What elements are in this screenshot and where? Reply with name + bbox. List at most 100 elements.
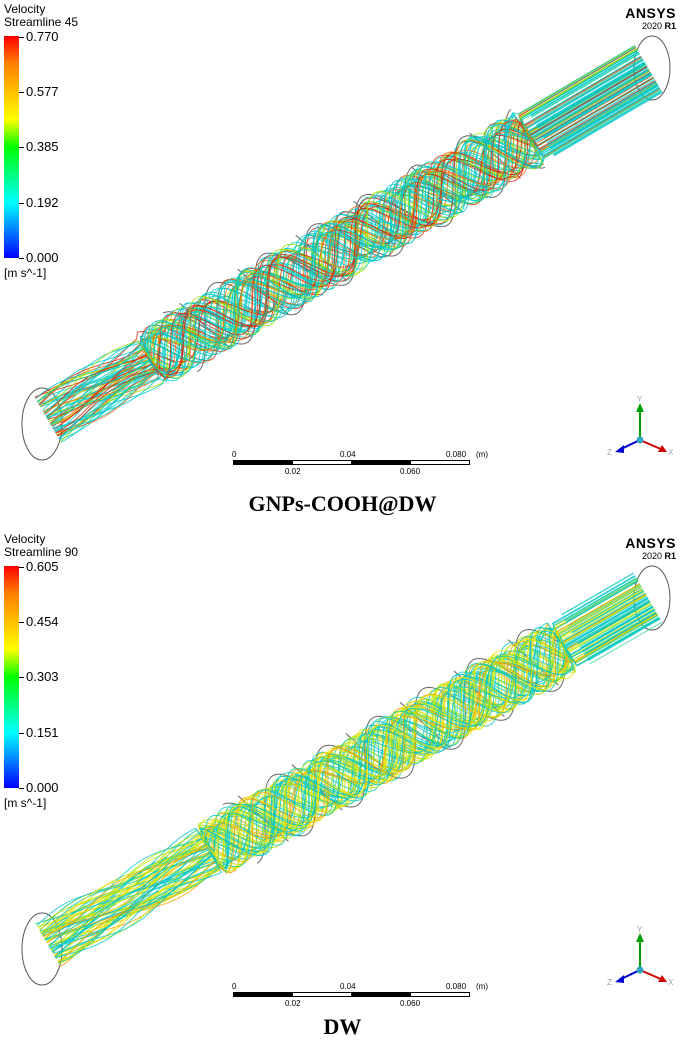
scale-segment	[410, 460, 470, 465]
streamline	[587, 617, 660, 660]
velocity-colorbar	[4, 566, 19, 788]
streamline-plot	[21, 565, 671, 986]
streamline	[56, 82, 658, 436]
streamline	[42, 579, 638, 936]
axis-y-label: Y	[637, 395, 643, 404]
scale-unit: (m)	[476, 982, 488, 991]
streamline	[531, 53, 640, 118]
scale-label: 0.060	[400, 467, 421, 476]
streamline	[565, 579, 638, 622]
scale-segment	[410, 992, 470, 997]
scale-segment	[292, 992, 352, 997]
streamline	[39, 45, 636, 407]
scale-label: 0.060	[400, 999, 421, 1008]
scale-bar: 0 0.04 0.080 (m) 0.02 0.060	[232, 982, 493, 1022]
streamline	[50, 67, 648, 426]
axis-triad-icon: Y X Z	[607, 395, 674, 457]
streamline	[527, 46, 637, 111]
legend-tick: 0.151	[19, 725, 59, 740]
brand-name: ANSYS	[625, 535, 676, 551]
legend-units: [m s^-1]	[4, 266, 47, 280]
legend-title: Velocity Streamline 45	[4, 3, 78, 29]
streamline	[58, 615, 659, 965]
streamline	[35, 575, 636, 925]
streamline	[587, 618, 661, 662]
cfd-panel-gnps: Velocity Streamline 45 0.770 0.577 0.385…	[0, 0, 685, 490]
axis-z-label: Z	[607, 448, 612, 457]
scale-bar: 0 0.04 0.080 (m) 0.02 0.060	[232, 450, 493, 490]
streamline	[58, 83, 658, 439]
streamline	[584, 612, 657, 655]
streamline	[42, 586, 642, 936]
streamline	[532, 55, 642, 120]
streamline	[57, 613, 658, 963]
scale-label: 0	[232, 982, 237, 991]
figure-caption: GNPs-COOH@DW	[248, 491, 437, 516]
streamline	[580, 605, 653, 649]
legend-variable: Velocity	[4, 532, 46, 546]
brand-name: ANSYS	[625, 5, 676, 21]
streamline	[543, 73, 652, 139]
scale-segment	[351, 460, 411, 465]
ansys-logo: ANSYS 2020 R1	[625, 536, 676, 562]
streamline	[46, 70, 651, 418]
streamline	[580, 606, 654, 649]
streamline	[565, 580, 639, 623]
streamline	[42, 583, 641, 937]
streamline	[531, 52, 640, 118]
streamline	[571, 590, 645, 634]
scale-segment	[233, 460, 293, 465]
velocity-colorbar	[4, 36, 19, 258]
streamline	[60, 88, 661, 443]
streamline	[51, 599, 650, 952]
streamline	[44, 56, 642, 415]
streamline	[551, 87, 660, 152]
scale-label: 0.04	[340, 982, 356, 991]
streamline	[41, 580, 639, 935]
scale-unit: (m)	[476, 450, 488, 459]
legend-title: Velocity Streamline 90	[4, 533, 78, 559]
streamline	[536, 61, 645, 126]
streamline	[578, 601, 651, 645]
streamline	[564, 577, 637, 621]
legend-units: [m s^-1]	[4, 796, 47, 810]
streamline	[549, 84, 659, 149]
streamline	[554, 91, 663, 157]
scale-label: 0.02	[285, 999, 301, 1008]
scale-segment	[233, 992, 293, 997]
streamline	[543, 74, 653, 139]
streamline	[547, 80, 657, 146]
legend-tick: 0.303	[19, 669, 59, 684]
legend-streamline: Streamline 90	[4, 545, 79, 559]
streamline	[42, 583, 641, 937]
streamline	[58, 85, 659, 440]
brand-version: 2020 R1	[641, 551, 676, 561]
streamline	[46, 59, 644, 418]
streamline	[546, 79, 655, 144]
streamline	[568, 584, 641, 627]
scale-label: 0.080	[446, 450, 467, 459]
streamline	[55, 617, 660, 959]
axis-triad-icon: Y X Z	[607, 925, 674, 987]
streamline	[553, 90, 662, 155]
streamline	[38, 585, 641, 931]
streamline	[542, 72, 652, 137]
legend-tick: 0.192	[19, 195, 59, 210]
axis-x-label: X	[668, 978, 674, 987]
streamline	[47, 66, 648, 420]
legend-tick: 0.000	[19, 780, 59, 795]
scale-label: 0.04	[340, 450, 356, 459]
streamline	[58, 89, 662, 440]
streamline	[579, 604, 653, 647]
scale-label: 0.080	[446, 982, 467, 991]
legend-tick: 0.770	[19, 29, 59, 44]
figure-caption: DW	[323, 1014, 362, 1039]
streamline	[586, 616, 660, 660]
streamline	[550, 85, 659, 150]
streamline	[530, 51, 639, 116]
streamline	[533, 57, 643, 122]
legend-variable: Velocity	[4, 2, 46, 16]
scale-segment	[351, 992, 411, 997]
streamline	[561, 572, 634, 616]
streamline	[537, 64, 647, 129]
